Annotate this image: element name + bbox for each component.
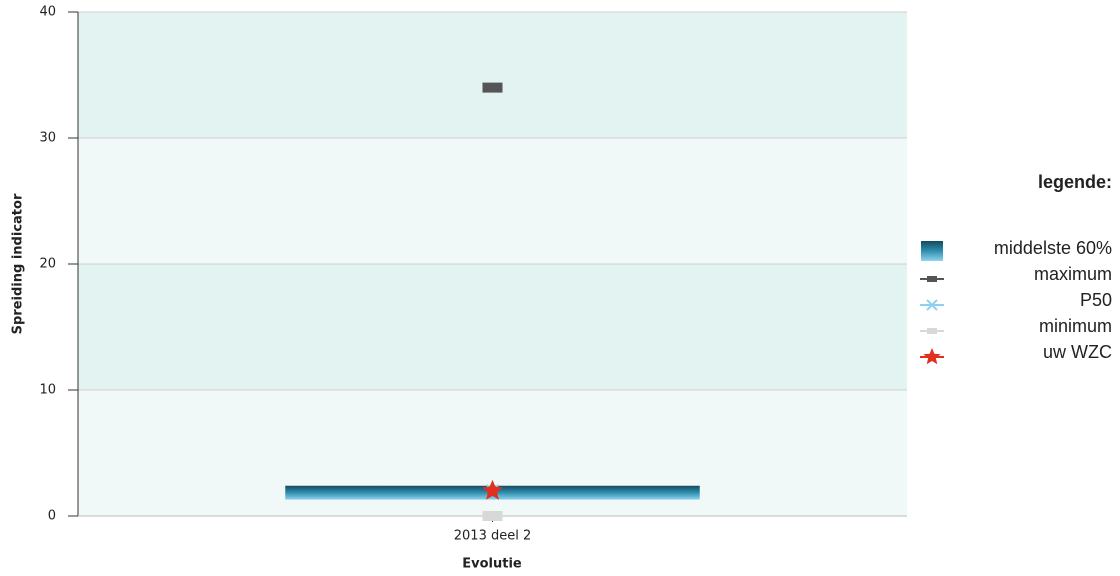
plot-band (78, 264, 907, 390)
y-tick-label: 30 (39, 131, 56, 146)
legend-icon (927, 328, 937, 334)
y-tick-label: 10 (39, 383, 56, 398)
legend-label: P50 (1080, 290, 1112, 310)
legend-title: legende: (1038, 172, 1112, 192)
marker (482, 82, 503, 93)
legend-icon (927, 276, 937, 282)
legend-label: uw WZC (1043, 342, 1112, 362)
y-tick-label: 0 (48, 509, 56, 524)
plot-band (78, 138, 907, 264)
legend-label: middelste 60% (994, 238, 1112, 258)
legend-swatch (921, 241, 943, 261)
x-tick-label: 2013 deel 2 (454, 529, 531, 544)
y-tick-label: 20 (39, 257, 56, 272)
y-tick-label: 40 (39, 5, 56, 20)
x-axis-label: Evolutie (462, 557, 522, 572)
marker (482, 511, 503, 521)
marker (482, 479, 503, 500)
plot-area (78, 12, 907, 516)
legend-icon (923, 348, 941, 365)
y-axis-label: Spreiding indicator (11, 193, 26, 334)
legend-label: maximum (1034, 264, 1112, 284)
plot-band (78, 12, 907, 138)
legend-icon (926, 299, 938, 311)
legend-label: minimum (1039, 316, 1112, 336)
